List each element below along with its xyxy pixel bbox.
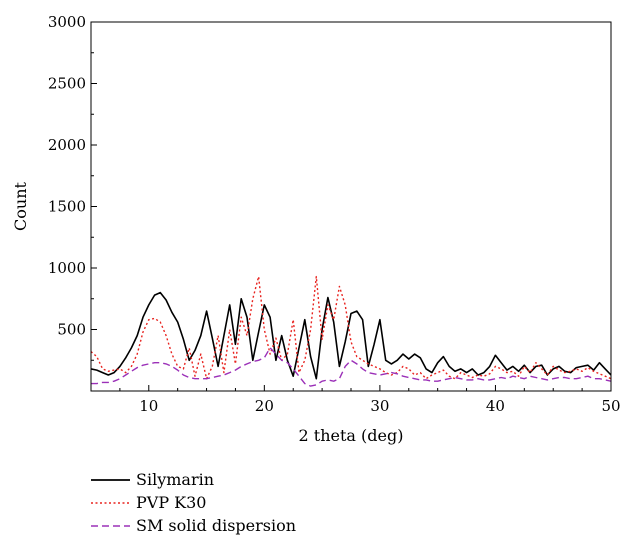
legend: Silymarin PVP K30 SM solid dispersion [91,470,296,535]
axis-ticks: 10 20 30 40 50 500 1000 1500 2000 2500 3000 [48,13,621,415]
x-axis-title: 2 theta (deg) [299,426,404,445]
x-tick-label: 50 [601,397,620,415]
series-line-pvp-k30 [91,275,611,380]
y-tick-label: 2000 [48,136,86,154]
x-tick-label: 30 [370,397,389,415]
legend-label: PVP K30 [136,493,206,512]
y-tick-label: 1000 [48,259,86,277]
x-tick-label: 20 [255,397,274,415]
legend-label: Silymarin [136,470,214,489]
y-tick-label: 3000 [48,13,86,31]
series-layer [91,275,611,387]
legend-label: SM solid dispersion [136,516,296,535]
series-line-silymarin [91,291,611,380]
x-tick-label: 40 [486,397,505,415]
series-line-sm-solid-dispersion [91,347,611,387]
x-tick-label: 10 [139,397,158,415]
y-tick-label: 1500 [48,198,86,216]
plot-frame [90,21,612,392]
y-tick-label: 2500 [48,75,86,93]
y-axis-title: Count [11,181,30,230]
y-tick-label: 500 [57,321,86,339]
